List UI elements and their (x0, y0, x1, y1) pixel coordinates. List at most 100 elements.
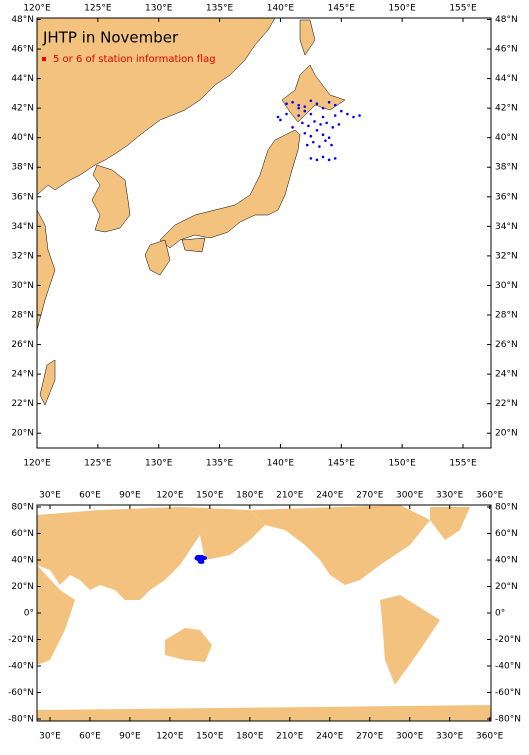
y-tick-label: 24°N (11, 370, 34, 380)
station (352, 115, 355, 119)
station (197, 555, 202, 560)
x-tick-label: 210°E (276, 732, 304, 742)
x-tick-label: 240°E (316, 491, 344, 501)
x-tick-label: 360°E (476, 491, 504, 501)
y-tick-label: 28°N (11, 311, 34, 321)
x-tick-label: 145°E (328, 4, 356, 14)
x-tick-label: 120°E (156, 732, 184, 742)
y-tick-label: -20°N (8, 635, 34, 645)
y-tick-label: 38°N (495, 163, 518, 173)
station (315, 102, 319, 106)
y-tick-label: 46°N (495, 45, 518, 55)
station (321, 106, 325, 110)
x-tick-label: 90°E (119, 491, 141, 501)
y-tick-label: 0° (24, 609, 34, 619)
land (250, 505, 430, 585)
y-tick-label: -60°N (8, 688, 34, 698)
x-tick-label: 140°E (267, 4, 295, 14)
x-tick-label: 90°E (119, 732, 141, 742)
y-tick-label: -20°N (495, 635, 521, 645)
x-tick-label: 135°E (206, 459, 234, 469)
land (430, 507, 470, 540)
y-tick-label: 24°N (495, 370, 518, 380)
x-tick-label: 125°E (84, 4, 112, 14)
x-tick-label: 180°E (236, 732, 264, 742)
x-tick-label: 300°E (396, 491, 424, 501)
y-tick-label: 60°N (11, 529, 34, 539)
y-tick-label: 48°N (11, 15, 34, 25)
station (305, 143, 309, 147)
land (37, 705, 491, 721)
land (37, 209, 56, 331)
x-tick-label: 30°E (39, 491, 61, 501)
y-tick-label: 22°N (495, 399, 518, 409)
station (333, 103, 337, 107)
x-tick-label: 300°E (396, 732, 424, 742)
y-tick-label: 20°N (11, 429, 34, 439)
station (325, 121, 328, 125)
station (315, 129, 319, 132)
station (276, 115, 280, 119)
station (203, 556, 208, 560)
station (327, 158, 331, 162)
station (291, 100, 294, 104)
station (309, 157, 313, 160)
station (311, 140, 315, 144)
station (303, 109, 307, 113)
y-tick-label: 20°N (495, 582, 518, 592)
station (358, 114, 361, 117)
y-tick-label: 32°N (495, 251, 518, 261)
station (309, 134, 313, 138)
y-tick-label: 20°N (495, 429, 518, 439)
y-tick-label: 34°N (495, 222, 518, 232)
y-tick-label: 44°N (495, 74, 518, 84)
y-tick-label: 44°N (11, 74, 34, 84)
map-title: JHTP in November (42, 29, 179, 47)
x-tick-label: 150°E (196, 732, 224, 742)
x-tick-label: 270°E (356, 491, 384, 501)
x-tick-label: 145°E (328, 459, 356, 469)
y-tick-label: 26°N (495, 340, 518, 350)
land (91, 164, 131, 233)
y-tick-label: 20°N (11, 582, 34, 592)
y-tick-label: -60°N (495, 688, 521, 698)
y-tick-label: 40°N (495, 133, 518, 143)
regional-map (37, 18, 361, 406)
station (297, 106, 300, 110)
y-tick-label: 28°N (495, 311, 518, 321)
y-tick-label: 38°N (11, 163, 34, 173)
station (307, 124, 310, 128)
station (327, 100, 331, 104)
legend-marker (42, 57, 46, 61)
x-tick-label: 30°E (39, 732, 61, 742)
station (331, 126, 335, 129)
x-tick-label: 60°E (79, 732, 101, 742)
station (279, 118, 282, 122)
x-tick-label: 140°E (267, 459, 295, 469)
land (159, 129, 301, 249)
y-tick-label: -40°N (495, 662, 521, 672)
y-tick-label: 80°N (495, 502, 518, 512)
y-tick-label: 0° (495, 609, 505, 619)
y-tick-label: 40°N (11, 555, 34, 565)
station (303, 131, 307, 135)
world-map (37, 505, 491, 721)
x-tick-label: 360°E (476, 732, 504, 742)
y-tick-label: 40°N (11, 133, 34, 143)
x-tick-label: 135°E (206, 4, 234, 14)
y-tick-label: 42°N (495, 104, 518, 114)
y-tick-label: 80°N (11, 502, 34, 512)
y-tick-label: 60°N (495, 529, 518, 539)
land (181, 237, 206, 253)
legend-label: 5 or 6 of station information flag (53, 54, 216, 65)
station (327, 136, 331, 139)
land (380, 595, 440, 685)
land (144, 239, 171, 276)
station (301, 121, 304, 125)
land (299, 19, 316, 56)
x-tick-label: 330°E (436, 491, 464, 501)
y-tick-label: 34°N (11, 222, 34, 232)
y-tick-label: 22°N (11, 399, 34, 409)
x-tick-label: 155°E (449, 4, 477, 14)
